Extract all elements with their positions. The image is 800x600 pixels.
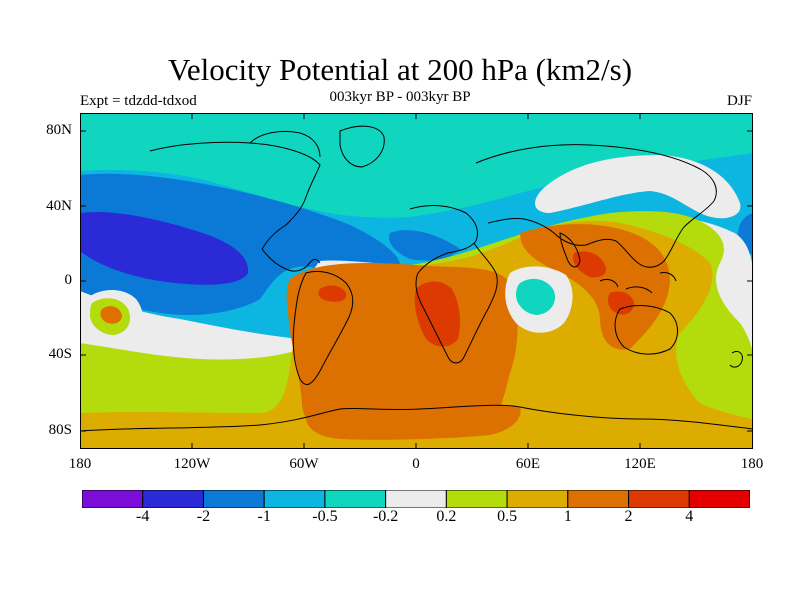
field-orange-atlantic <box>286 263 518 438</box>
lat-label-eq: 0 <box>64 272 73 288</box>
lat-label-40s: 40S <box>48 346 72 362</box>
lon-label-60e: 60E <box>515 456 541 472</box>
colorbar-label: -1 <box>257 508 271 525</box>
lat-label-80s: 80S <box>48 422 72 438</box>
colorbar-swatch <box>324 490 387 508</box>
field-indian-teal-core <box>516 278 556 315</box>
colorbar-swatch <box>202 490 265 508</box>
colorbar-label: -4 <box>136 508 150 525</box>
colorbar <box>82 490 750 508</box>
field-antarctic-orange <box>305 404 521 440</box>
colorbar-swatch <box>445 490 508 508</box>
colorbar-label: -0.2 <box>372 508 399 525</box>
colorbar-label: -0.5 <box>312 508 338 525</box>
coastlines <box>80 125 753 432</box>
colorbar-swatch <box>385 490 447 508</box>
lon-label-180e: 180 <box>740 456 764 472</box>
field-north-teal <box>80 113 753 218</box>
colorbar-swatch <box>506 490 569 508</box>
field-core-africa <box>414 281 460 347</box>
colorbar-label: 2 <box>624 508 633 525</box>
field-pacific-orange-core <box>100 306 122 324</box>
colorbar-label: 0.5 <box>497 508 518 525</box>
axis-ticks <box>80 113 753 449</box>
colorbar-label: 4 <box>685 508 694 525</box>
field-ne-white <box>535 155 741 219</box>
colorbar-swatch <box>263 490 326 508</box>
colorbar-label: 1 <box>563 508 572 525</box>
colorbar-swatch <box>688 490 750 508</box>
colorbar-swatch <box>567 490 630 508</box>
lon-label-180w: 180 <box>68 456 92 472</box>
colorbar-label: 0.2 <box>436 508 457 525</box>
lon-label-120e: 120E <box>624 456 656 472</box>
map-subtitle: 003kyr BP - 003kyr BP <box>329 89 471 105</box>
map-title: Velocity Potential at 200 hPa (km2/s) <box>167 52 633 87</box>
season-label: DJF <box>726 93 752 109</box>
experiment-label: Expt = tdzdd-tdxod <box>80 93 197 109</box>
field-atlantic-blue <box>389 230 460 261</box>
lat-label-40n: 40N <box>46 198 72 214</box>
velocity-potential-map <box>80 113 753 449</box>
field-core-brazil <box>318 285 347 302</box>
field-orange-indian <box>520 224 670 350</box>
field-core-australia <box>608 291 634 315</box>
field-core-maritime <box>573 251 607 278</box>
colorbar-swatch <box>628 490 690 508</box>
field-pacific-core <box>80 211 249 285</box>
colorbar-swatch <box>142 490 204 508</box>
lon-label-120w: 120W <box>173 456 211 472</box>
colorbar-label: -2 <box>196 508 211 525</box>
lat-label-80n: 80N <box>46 122 72 138</box>
lon-label-60w: 60W <box>289 456 319 472</box>
lon-label-0: 0 <box>412 456 420 472</box>
colorbar-swatch <box>82 490 144 508</box>
